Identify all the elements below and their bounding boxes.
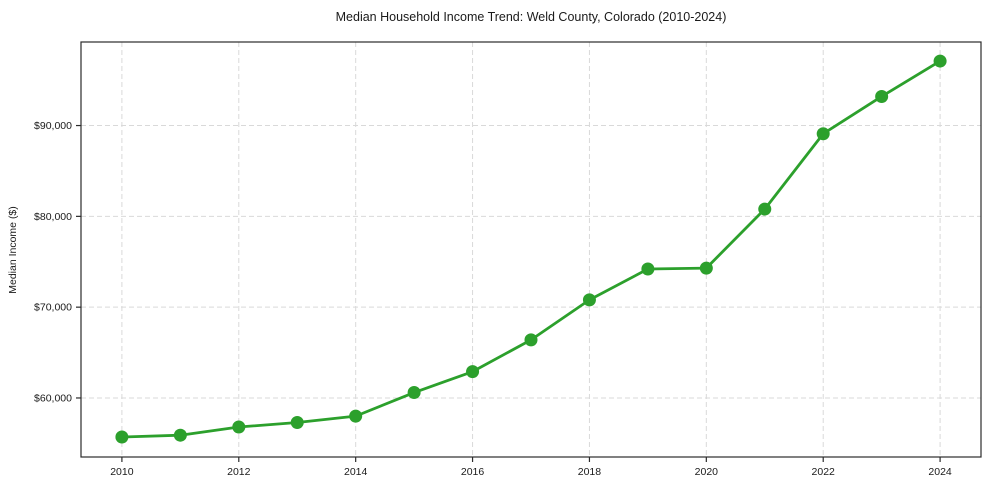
x-tick-label: 2020 — [695, 466, 719, 478]
income-line-series — [115, 54, 947, 444]
income-trend-line — [120, 59, 942, 439]
data-point-marker — [466, 365, 480, 379]
x-tick-label: 2018 — [578, 466, 602, 478]
x-tick-label: 2014 — [344, 466, 368, 478]
x-tick-label: 2022 — [812, 466, 836, 478]
x-tick-label: 2016 — [461, 466, 485, 478]
y-axis-tick-labels: $60,000 $70,000 $80,000 $90,000 — [34, 120, 72, 404]
data-point-marker — [816, 127, 830, 141]
data-point-marker — [290, 415, 304, 429]
data-point-marker — [641, 262, 655, 276]
x-tick-label: 2010 — [110, 466, 134, 478]
data-point-marker — [699, 261, 713, 275]
axis-ticks — [76, 124, 941, 462]
data-point-marker — [115, 430, 129, 444]
y-axis-label: Median Income ($) — [7, 206, 19, 294]
data-point-marker — [173, 428, 187, 442]
y-tick-label: $80,000 — [34, 211, 72, 223]
data-point-marker — [349, 409, 363, 423]
y-tick-label: $60,000 — [34, 392, 72, 404]
data-point-marker — [582, 293, 596, 307]
plot-border — [80, 41, 982, 458]
data-point-marker — [758, 202, 772, 216]
data-point-marker — [232, 420, 246, 434]
y-tick-label: $70,000 — [34, 302, 72, 314]
x-tick-label: 2024 — [928, 466, 952, 478]
x-tick-label: 2012 — [227, 466, 251, 478]
x-axis-tick-labels: 2010 2012 2014 2016 2018 2020 2022 2024 — [110, 466, 952, 478]
data-point-marker — [524, 333, 538, 347]
data-point-marker — [407, 386, 421, 400]
chart-title: Median Household Income Trend: Weld Coun… — [336, 10, 727, 24]
data-point-marker — [875, 89, 889, 103]
gridlines — [81, 42, 981, 457]
data-point-marker — [933, 54, 947, 68]
y-tick-label: $90,000 — [34, 120, 72, 132]
